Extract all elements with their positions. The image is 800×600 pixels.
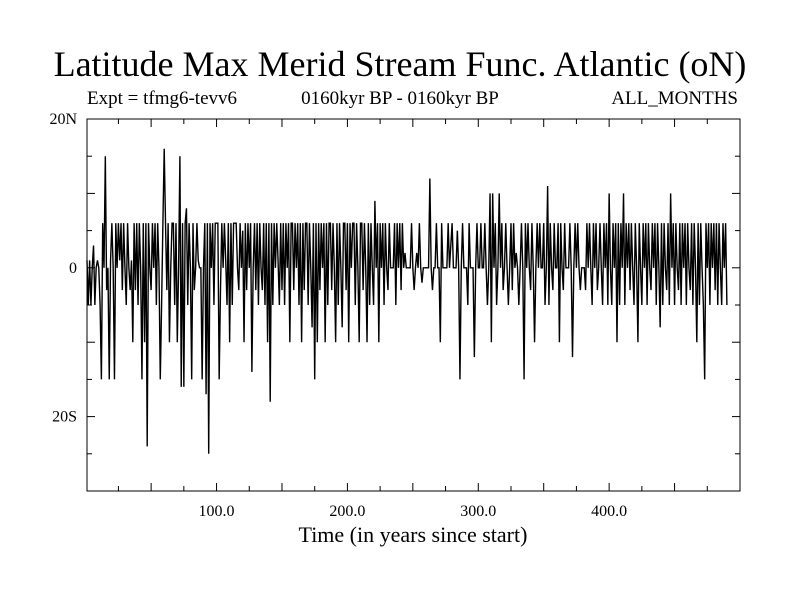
x-axis-title: Time (in years since start) [299,522,528,547]
y-tick-label: 20S [52,409,77,426]
x-tick-label: 300.0 [460,503,496,520]
series-line [86,148,728,454]
axis-ticks [87,119,740,491]
series-layer [86,148,728,454]
y-tick-label: 0 [69,260,77,277]
x-tick-label: 400.0 [591,503,627,520]
time-range-label: 0160kyr BP - 0160kyr BP [301,88,499,109]
chart-title: Latitude Max Merid Stream Func. Atlantic… [53,44,747,84]
axis-tick-labels: 100.0 200.0 300.0 400.0 20N 0 20S [49,111,627,520]
x-tick-label: 100.0 [199,503,235,520]
months-label: ALL_MONTHS [611,88,738,109]
y-tick-label: 20N [49,111,77,128]
x-tick-label: 200.0 [329,503,365,520]
experiment-label: Expt = tfmg6-tevv6 [87,88,238,109]
